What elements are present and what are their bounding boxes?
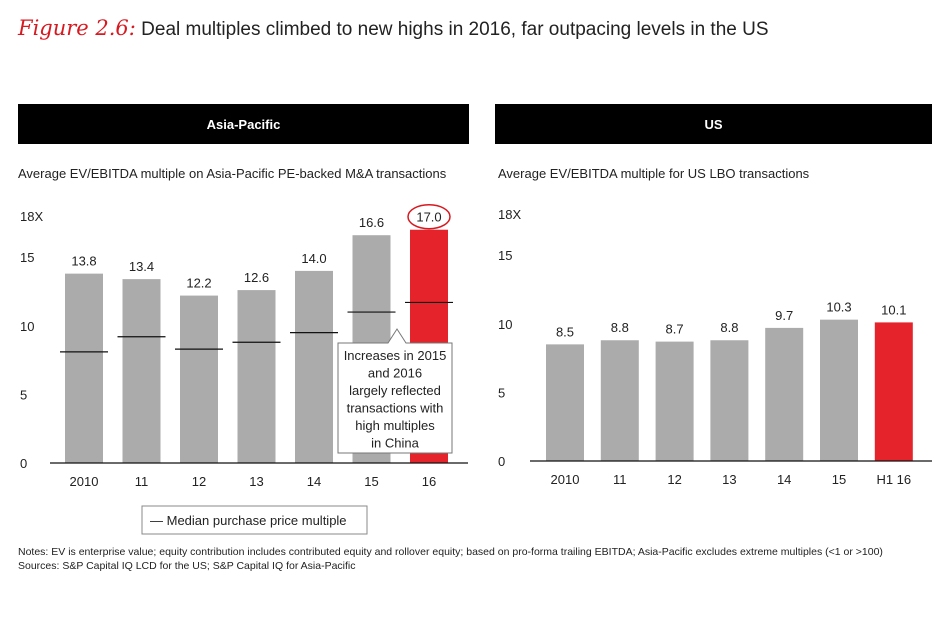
ap-ytick-label: 18X	[20, 209, 43, 224]
ap-ytick-label: 0	[20, 456, 27, 471]
sources-text: Sources: S&P Capital IQ LCD for the US; …	[18, 559, 356, 572]
notes-section: Notes: EV is enterprise value; equity co…	[18, 546, 933, 573]
ap-bar	[65, 273, 103, 463]
us-category-label: 13	[722, 472, 736, 487]
us-value-label: 8.8	[720, 320, 738, 335]
ap-value-label: 12.2	[186, 276, 211, 291]
ap-category-label: 13	[249, 474, 263, 489]
figure-title: Figure 2.6: Deal multiples climbed to ne…	[18, 16, 769, 41]
annotation-line: transactions with	[347, 401, 444, 416]
annotation-callout-box	[337, 328, 453, 454]
us-value-label: 8.5	[556, 324, 574, 339]
ap-bar	[237, 290, 276, 463]
ap-category-label: 12	[192, 474, 206, 489]
asia-pacific-chart-subtitle: Average EV/EBITDA multiple on Asia-Pacif…	[18, 166, 447, 181]
ap-ytick-label: 5	[20, 387, 27, 402]
us-chart-subtitle: Average EV/EBITDA multiple for US LBO tr…	[498, 166, 810, 181]
us-value-label: 9.7	[775, 308, 793, 323]
us-bar	[874, 322, 913, 461]
notes-text: Notes: EV is enterprise value; equity co…	[18, 546, 883, 558]
annotation-line: largely reflected	[349, 383, 441, 398]
us-value-label: 10.1	[881, 302, 906, 317]
ap-value-label: 13.8	[71, 254, 96, 269]
ap-category-label: 2010	[70, 474, 99, 489]
us-ytick-label: 10	[498, 317, 512, 332]
ap-category-label: 11	[135, 474, 149, 489]
us-category-label: 11	[613, 472, 627, 487]
ap-bar	[180, 295, 218, 463]
us-category-label: 12	[667, 472, 681, 487]
us-category-label: 2010	[551, 472, 580, 487]
ap-category-label: 15	[364, 474, 378, 489]
annotation-line: high multiples	[355, 418, 435, 433]
ap-value-label: 12.6	[244, 270, 269, 285]
ap-ytick-label: 10	[20, 319, 34, 334]
figure-label: Figure 2.6:	[18, 16, 136, 40]
ap-value-label: 14.0	[301, 251, 326, 266]
us-bar	[710, 340, 749, 461]
us-value-label: 10.3	[826, 300, 851, 315]
ap-ytick-label: 15	[20, 250, 34, 265]
us-header: US	[495, 104, 932, 144]
us-bar	[546, 344, 584, 461]
us-bar	[655, 341, 694, 461]
us-ytick-label: 18X	[498, 207, 521, 222]
us-ytick-label: 5	[498, 385, 505, 400]
annotation-line: Increases in 2015	[344, 348, 447, 363]
us-bar	[765, 327, 804, 461]
legend-box	[141, 505, 368, 535]
ap-bar	[295, 270, 333, 463]
us-ytick-label: 0	[498, 454, 505, 469]
us-bar	[820, 319, 858, 461]
ap-value-label: 13.4	[129, 259, 154, 274]
us-category-label: 15	[832, 472, 846, 487]
ap-bar	[122, 279, 161, 463]
annotation-line: and 2016	[368, 366, 422, 381]
ap-category-label: 16	[422, 474, 436, 489]
us-value-label: 8.8	[611, 320, 629, 335]
us-category-label: H1 16	[876, 472, 911, 487]
us-ytick-label: 15	[498, 248, 512, 263]
ap-value-label: 17.0	[416, 210, 441, 225]
ap-category-label: 14	[307, 474, 321, 489]
asia-pacific-header: Asia-Pacific	[18, 104, 469, 144]
annotation-line: in China	[371, 436, 419, 451]
figure-heading: Deal multiples climbed to new highs in 2…	[141, 19, 769, 40]
us-category-label: 14	[777, 472, 791, 487]
ap-value-label: 16.6	[359, 215, 384, 230]
us-value-label: 8.7	[666, 322, 684, 337]
us-bar	[600, 340, 639, 461]
ap-highlight-circle	[407, 203, 451, 230]
legend-median-label: — Median purchase price multiple	[150, 513, 347, 528]
